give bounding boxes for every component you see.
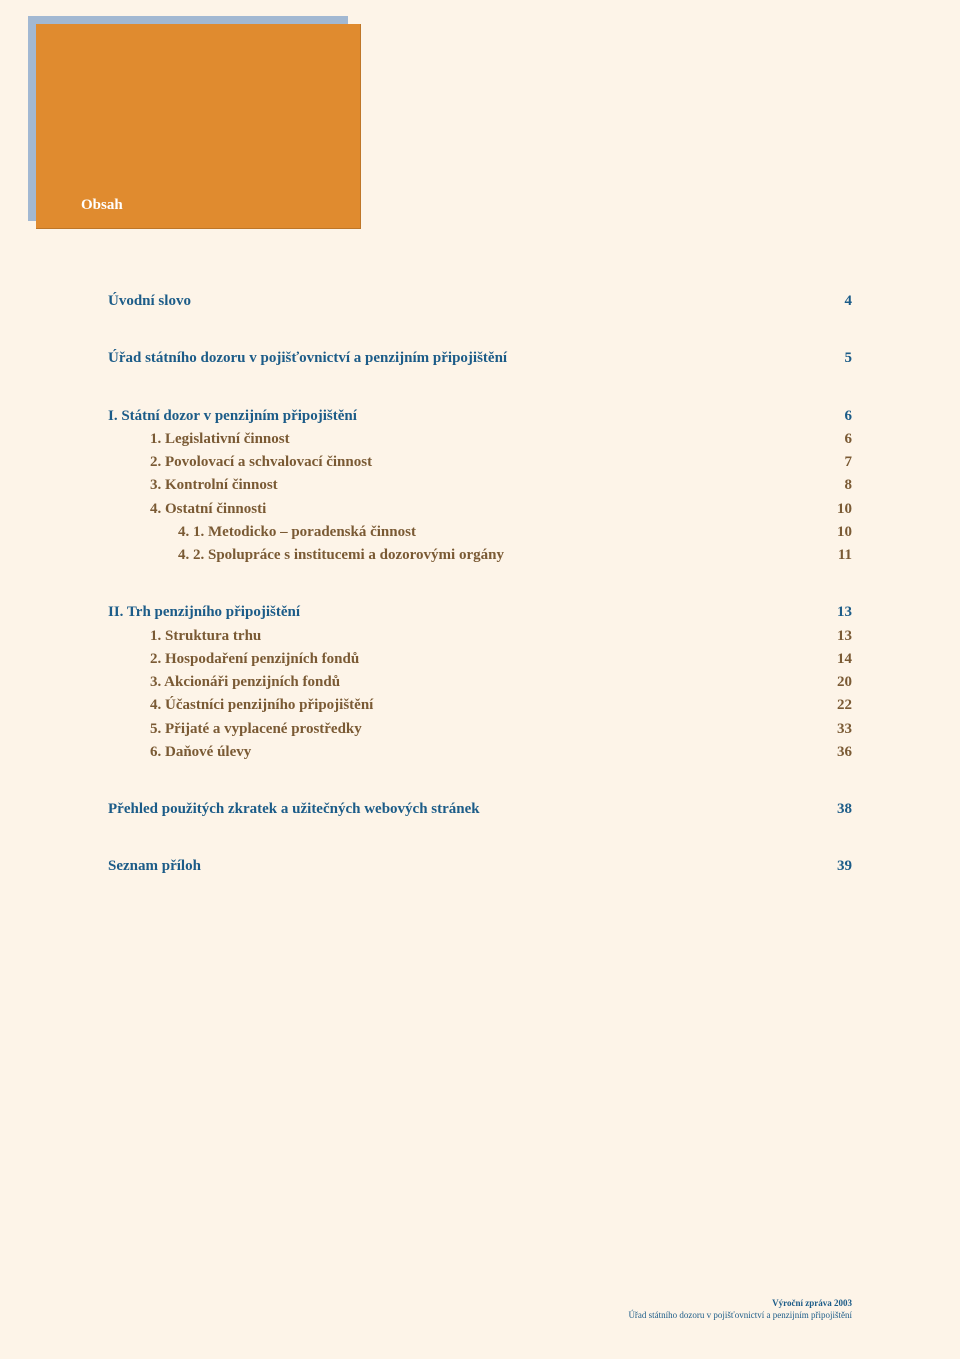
- toc-page: 8: [802, 474, 852, 497]
- toc-entry-section1[interactable]: I. Státní dozor v penzijním připojištění…: [108, 405, 852, 428]
- toc-page: 22: [802, 694, 852, 717]
- toc-page: 20: [802, 671, 852, 694]
- toc-entry[interactable]: 4. 2. Spolupráce s institucemi a dozorov…: [108, 544, 852, 567]
- toc-page: 38: [802, 798, 852, 821]
- toc-label: 4. 2. Spolupráce s institucemi a dozorov…: [178, 544, 802, 567]
- toc-page: 33: [802, 718, 852, 741]
- toc-label: 5. Přijaté a vyplacené prostředky: [150, 718, 802, 741]
- toc-label: 3. Kontrolní činnost: [150, 474, 802, 497]
- toc-page: 5: [802, 347, 852, 370]
- toc-label: 2. Hospodaření penzijních fondů: [150, 648, 802, 671]
- toc-entry[interactable]: 4. Ostatní činnosti 10: [108, 498, 852, 521]
- toc-entry-section2[interactable]: II. Trh penzijního připojištění 13: [108, 601, 852, 624]
- toc-label: 1. Legislativní činnost: [150, 428, 802, 451]
- toc-label: 3. Akcionáři penzijních fondů: [150, 671, 802, 694]
- toc-label: 6. Daňové úlevy: [150, 741, 802, 764]
- toc-page: 13: [802, 625, 852, 648]
- toc-label: Seznam příloh: [108, 855, 802, 878]
- footer-subtitle: Úřad státního dozoru v pojišťovnictví a …: [628, 1309, 852, 1321]
- toc-label: Přehled použitých zkratek a užitečných w…: [108, 798, 802, 821]
- tab-title: Obsah: [81, 197, 123, 214]
- table-of-contents: Úvodní slovo 4 Úřad státního dozoru v po…: [108, 290, 852, 879]
- toc-page: 39: [802, 855, 852, 878]
- toc-entry-urad[interactable]: Úřad státního dozoru v pojišťovnictví a …: [108, 347, 852, 370]
- tab-panel: Obsah: [36, 24, 361, 229]
- toc-label: 2. Povolovací a schvalovací činnost: [150, 451, 802, 474]
- toc-page: 10: [802, 521, 852, 544]
- toc-entry-prehled[interactable]: Přehled použitých zkratek a užitečných w…: [108, 798, 852, 821]
- toc-entry-uvodni[interactable]: Úvodní slovo 4: [108, 290, 852, 313]
- toc-page: 14: [802, 648, 852, 671]
- page-footer: Výroční zpráva 2003 Úřad státního dozoru…: [628, 1297, 852, 1321]
- footer-title: Výroční zpráva 2003: [628, 1297, 852, 1309]
- toc-label: 1. Struktura trhu: [150, 625, 802, 648]
- toc-label: Úvodní slovo: [108, 290, 802, 313]
- toc-page: 13: [802, 601, 852, 624]
- toc-page: 10: [802, 498, 852, 521]
- toc-entry[interactable]: 4. Účastníci penzijního připojištění 22: [108, 694, 852, 717]
- toc-label: II. Trh penzijního připojištění: [108, 601, 802, 624]
- toc-page: 6: [802, 405, 852, 428]
- toc-page: 6: [802, 428, 852, 451]
- toc-entry[interactable]: 2. Hospodaření penzijních fondů 14: [108, 648, 852, 671]
- toc-label: Úřad státního dozoru v pojišťovnictví a …: [108, 347, 802, 370]
- toc-entry[interactable]: 3. Akcionáři penzijních fondů 20: [108, 671, 852, 694]
- toc-entry[interactable]: 5. Přijaté a vyplacené prostředky 33: [108, 718, 852, 741]
- toc-entry-seznam[interactable]: Seznam příloh 39: [108, 855, 852, 878]
- toc-entry[interactable]: 3. Kontrolní činnost 8: [108, 474, 852, 497]
- toc-page: 4: [802, 290, 852, 313]
- toc-entry[interactable]: 2. Povolovací a schvalovací činnost 7: [108, 451, 852, 474]
- toc-label: 4. 1. Metodicko – poradenská činnost: [178, 521, 802, 544]
- toc-entry[interactable]: 6. Daňové úlevy 36: [108, 741, 852, 764]
- toc-label: I. Státní dozor v penzijním připojištění: [108, 405, 802, 428]
- toc-entry[interactable]: 1. Struktura trhu 13: [108, 625, 852, 648]
- toc-page: 7: [802, 451, 852, 474]
- toc-entry[interactable]: 4. 1. Metodicko – poradenská činnost 10: [108, 521, 852, 544]
- toc-page: 36: [802, 741, 852, 764]
- toc-label: 4. Účastníci penzijního připojištění: [150, 694, 802, 717]
- toc-label: 4. Ostatní činnosti: [150, 498, 802, 521]
- toc-page: 11: [802, 544, 852, 567]
- toc-entry[interactable]: 1. Legislativní činnost 6: [108, 428, 852, 451]
